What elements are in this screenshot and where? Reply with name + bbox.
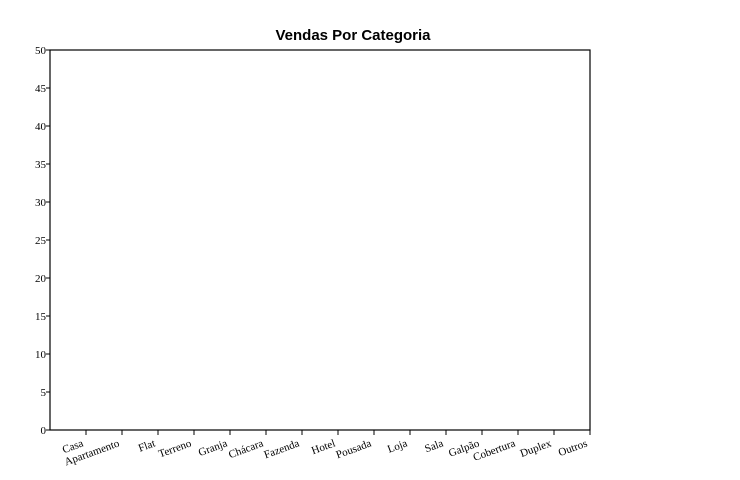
x-tick-label: Cobertura <box>472 438 518 464</box>
x-tick-label: Duplex <box>518 437 553 460</box>
y-tick-label: 25 <box>35 235 47 247</box>
y-tick-label: 5 <box>41 387 47 399</box>
plot-frame <box>49 49 591 431</box>
x-tick-label: Outros <box>557 438 589 460</box>
x-tick-label: Sala <box>423 438 445 456</box>
y-tick-label: 35 <box>35 159 47 171</box>
x-tick-label: Chácara <box>227 438 265 462</box>
x-tick-label: Pousada <box>334 438 373 462</box>
y-tick-label: 15 <box>35 311 47 323</box>
x-tick-label: Terreno <box>157 437 194 460</box>
x-tick-label: Granja <box>197 438 229 460</box>
y-tick-label: 40 <box>35 121 47 133</box>
x-tick-label: Fazenda <box>262 438 301 462</box>
y-axis: 0 5 10 15 20 25 30 35 40 45 50 <box>35 45 50 437</box>
x-tick-label: Loja <box>386 438 409 456</box>
x-tick-label: Flat <box>137 438 157 455</box>
y-tick-label: 45 <box>35 83 47 95</box>
y-tick-label: 20 <box>35 273 47 285</box>
y-tick-label: 50 <box>35 45 47 57</box>
y-tick-label: 30 <box>35 197 47 209</box>
chart-title: Vendas Por Categoria <box>275 27 431 44</box>
x-tick-label: Hotel <box>310 438 337 458</box>
y-tick-label: 10 <box>35 349 47 361</box>
y-tick-label: 0 <box>41 425 47 437</box>
